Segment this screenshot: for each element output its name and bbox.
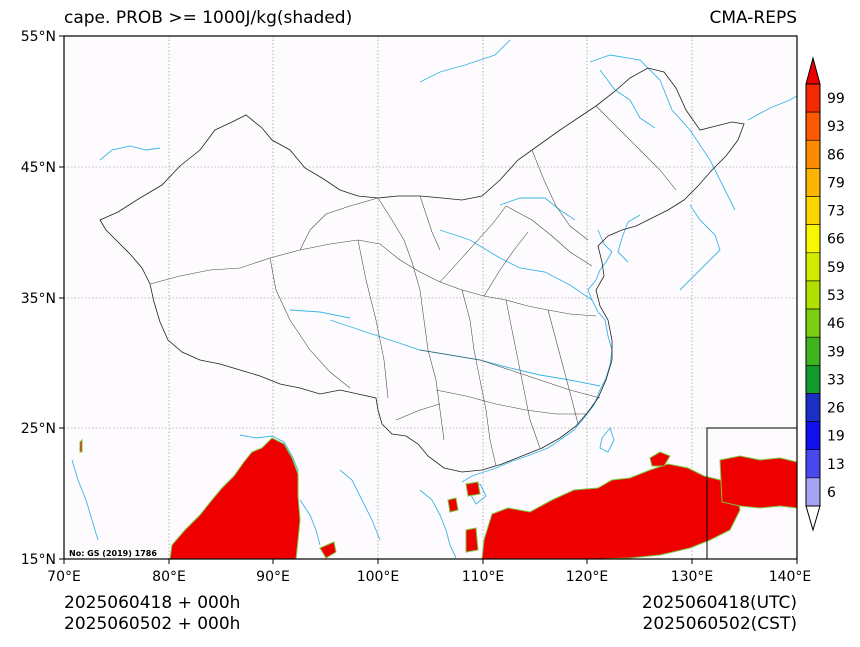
colorbar-label: 19 bbox=[827, 429, 845, 445]
lat-label: 25°N bbox=[21, 421, 56, 437]
colorbar-segment bbox=[805, 224, 821, 254]
colorbar-segment bbox=[805, 83, 821, 113]
colorbar-label: 99 bbox=[827, 91, 845, 107]
footer-left: 2025060418 + 000h 2025060502 + 000h bbox=[64, 593, 240, 635]
colorbar-bottom-arrow bbox=[805, 505, 821, 532]
lat-labels: 55°N 45°N 35°N 25°N 15°N bbox=[21, 29, 56, 568]
colorbar: 99 93 86 79 73 66 59 53 46 39 33 26 19 13 6 bbox=[805, 56, 845, 532]
lon-label: 110°E bbox=[462, 569, 505, 585]
colorbar-segment bbox=[805, 421, 821, 451]
lat-label: 45°N bbox=[21, 160, 56, 176]
colorbar-label: 59 bbox=[827, 260, 845, 276]
lat-label: 15°N bbox=[21, 552, 56, 568]
lon-label: 80°E bbox=[152, 569, 186, 585]
lat-ticks bbox=[59, 35, 64, 560]
lat-label: 35°N bbox=[21, 291, 56, 307]
colorbar-label: 46 bbox=[827, 316, 845, 332]
colorbar-segment bbox=[805, 139, 821, 169]
colorbar-labels: 99 93 86 79 73 66 59 53 46 39 33 26 19 13 6 bbox=[827, 91, 845, 501]
colorbar-segment bbox=[805, 336, 821, 366]
colorbar-label: 66 bbox=[827, 232, 845, 248]
colorbar-label: 39 bbox=[827, 344, 845, 360]
review-number: No: GS (2019) 1786 bbox=[69, 549, 157, 558]
colorbar-label: 73 bbox=[827, 204, 845, 220]
cape-shading bbox=[79, 437, 798, 560]
colorbar-outline bbox=[805, 83, 821, 507]
colorbar-segment bbox=[805, 196, 821, 225]
colorbar-label: 86 bbox=[827, 147, 845, 163]
valid-time-cst: 2025060502(CST) bbox=[642, 614, 797, 634]
colorbar-segment bbox=[805, 280, 821, 310]
lon-label: 120°E bbox=[566, 569, 609, 585]
colorbar-label: 26 bbox=[827, 401, 845, 417]
province-borders bbox=[149, 105, 677, 467]
init-time-cst: 2025060502 + 000h bbox=[64, 614, 241, 634]
model-name: CMA-REPS bbox=[709, 8, 797, 28]
lon-label: 90°E bbox=[256, 569, 290, 585]
country-border bbox=[99, 67, 745, 473]
colorbar-segment bbox=[805, 449, 821, 479]
colorbar-label: 93 bbox=[827, 119, 845, 135]
colorbar-segment bbox=[805, 365, 821, 394]
colorbar-segment bbox=[805, 477, 821, 507]
lon-label: 140°E bbox=[769, 569, 812, 585]
map-title: cape. PROB >= 1000J/kg(shaded) bbox=[64, 8, 353, 28]
lon-labels: 70°E 80°E 90°E 100°E 110°E 120°E 130°E 1… bbox=[47, 569, 811, 585]
colorbar-segment bbox=[805, 111, 821, 141]
lon-label: 100°E bbox=[357, 569, 400, 585]
colorbar-label: 79 bbox=[827, 175, 845, 191]
lon-ticks bbox=[63, 559, 798, 564]
init-time-utc: 2025060418 + 000h bbox=[64, 593, 241, 613]
valid-time-utc: 2025060418(UTC) bbox=[641, 593, 797, 613]
colorbar-label: 33 bbox=[827, 372, 845, 388]
lat-label: 55°N bbox=[21, 29, 56, 45]
lon-label: 70°E bbox=[47, 569, 81, 585]
lon-label: 130°E bbox=[671, 569, 714, 585]
colorbar-top-arrow bbox=[805, 56, 821, 85]
colorbar-segment bbox=[805, 393, 821, 422]
colorbar-label: 6 bbox=[827, 485, 836, 501]
colorbar-segment bbox=[805, 308, 821, 338]
footer-right: 2025060418(UTC) 2025060502(CST) bbox=[642, 593, 797, 635]
colorbar-label: 53 bbox=[827, 288, 845, 304]
colorbar-segment bbox=[805, 168, 821, 197]
colorbar-segment bbox=[805, 252, 821, 282]
colorbar-label: 13 bbox=[827, 457, 845, 473]
colorbar-boxes bbox=[805, 83, 821, 507]
